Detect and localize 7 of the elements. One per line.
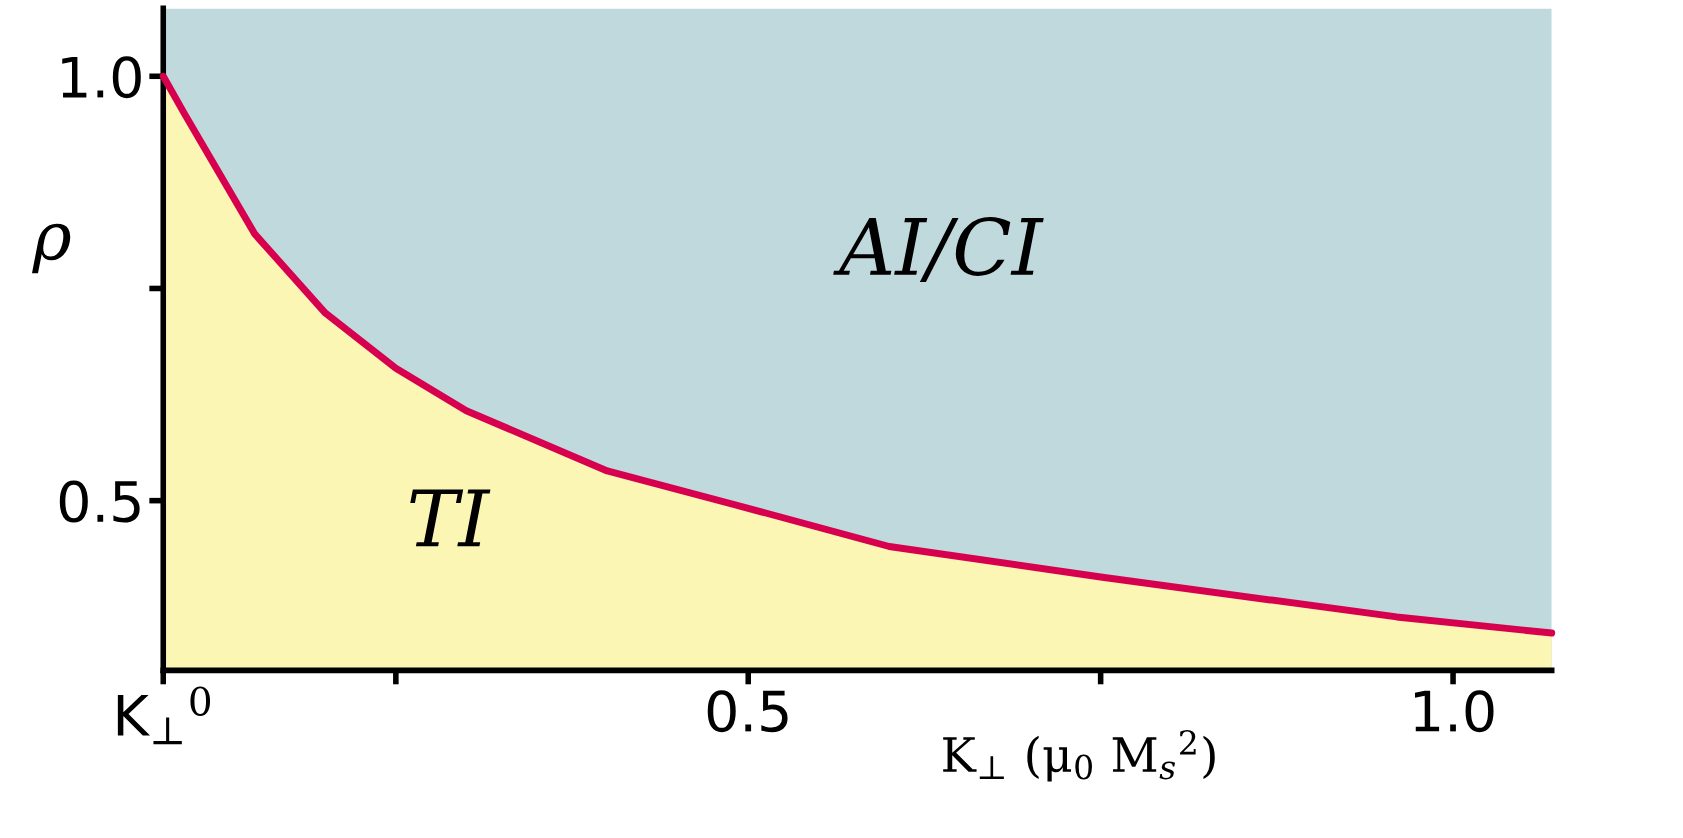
x-tick-label: 1.0 (1414, 690, 1494, 733)
annotation: TI (410, 489, 491, 547)
x-axis-title: K$_{⊥}$ (μ$_{0}$ M$_{s}$$^{2}$) (943, 729, 1215, 782)
annotation: AI/CI (833, 217, 1044, 283)
y-axis-title: ρ (31, 223, 71, 274)
x-tick-label: 0.5 (707, 690, 788, 733)
x-tick-label: K$_{⊥}$$^{0}$ (117, 686, 211, 745)
